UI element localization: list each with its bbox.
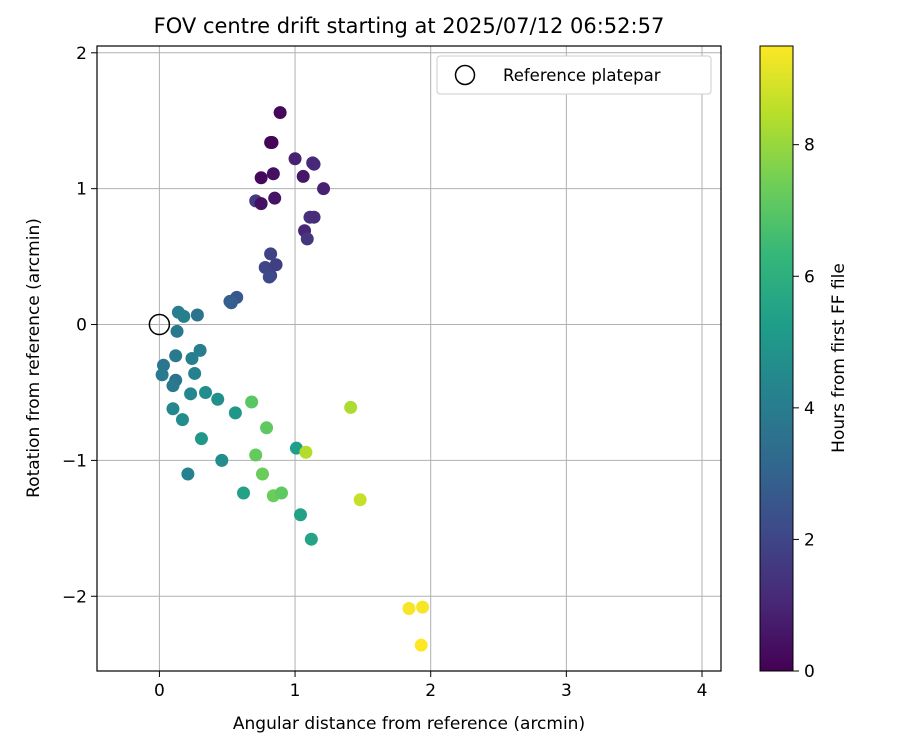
data-point [353,493,367,507]
data-point [193,343,207,357]
y-tick-label: 2 [76,44,87,64]
legend-entry-reference: Reference platepar [503,66,661,85]
data-point [237,486,251,500]
data-point [177,309,191,323]
data-point [156,358,170,372]
colorbar-tick-label: 0 [804,662,815,682]
colorbar-gradient [759,45,794,672]
y-tick-label: −1 [62,451,87,471]
data-point [181,467,195,481]
reference-platepar-marker [148,313,171,336]
reference-marker-layer [148,313,171,336]
colorbar-tick-label: 8 [804,136,815,156]
legend: Reference platepar [436,55,712,95]
data-point [288,152,302,166]
data-point [228,406,242,420]
data-point [184,387,198,401]
y-tick-label: 0 [76,316,87,336]
x-tick-label: 3 [561,681,572,701]
x-tick-label: 1 [290,681,301,701]
legend-box [436,55,712,95]
data-point [194,432,208,446]
data-point [211,392,225,406]
data-point [249,448,263,462]
grid [97,46,721,671]
colorbar-tick-label: 6 [804,267,815,287]
data-point [185,352,199,365]
colorbar-label: Hours from first FF file [829,263,849,453]
data-point [166,402,180,416]
data-point [166,379,180,393]
data-point [273,106,287,120]
data-point [188,366,202,380]
data-point [307,157,321,171]
data-point [293,508,307,522]
colorbar-tick-label: 2 [804,530,815,550]
data-point [255,467,269,481]
data-points [155,106,430,652]
data-point [268,191,282,205]
data-point [307,210,321,224]
data-point [402,602,416,615]
data-point [169,349,183,363]
data-point [274,486,288,500]
x-axis-ticks: 0 1 2 3 4 [154,671,707,701]
x-tick-label: 0 [154,681,165,701]
data-point [296,169,310,183]
x-axis-label: Angular distance from reference (arcmin) [233,714,585,734]
data-point [254,171,268,185]
y-axis-label: Rotation from reference (arcmin) [24,218,44,498]
data-point [304,532,318,546]
data-point [266,167,280,181]
data-point [199,385,213,399]
colorbar-ticks: 0 2 4 6 8 [793,136,815,682]
x-tick-label: 2 [425,681,436,701]
data-point [299,445,313,459]
data-point [254,197,268,211]
colorbar: 0 2 4 6 8 Hours from first FF file [759,45,849,682]
chart-title: FOV centre drift starting at 2025/07/12 … [154,14,665,38]
legend-reference-marker [454,64,476,86]
data-point [175,413,189,427]
data-point [215,453,229,467]
x-tick-label: 4 [697,681,708,701]
data-point [224,296,238,310]
y-tick-label: 1 [76,180,87,200]
data-point [416,600,430,614]
data-point [260,421,274,435]
data-point [414,638,428,652]
data-point [262,270,276,284]
data-point [344,400,358,414]
data-point [190,308,204,322]
colorbar-tick-label: 4 [804,399,815,419]
data-point [269,258,283,272]
y-axis-ticks: −2 −1 0 1 2 [62,44,97,607]
data-point [265,135,279,149]
data-point [300,232,314,246]
plot-area-frame [96,45,722,672]
data-point [245,395,259,409]
data-point [170,324,184,338]
y-tick-label: −2 [62,587,87,607]
data-point [317,182,331,196]
data-point [264,247,278,261]
data-point [155,368,169,382]
